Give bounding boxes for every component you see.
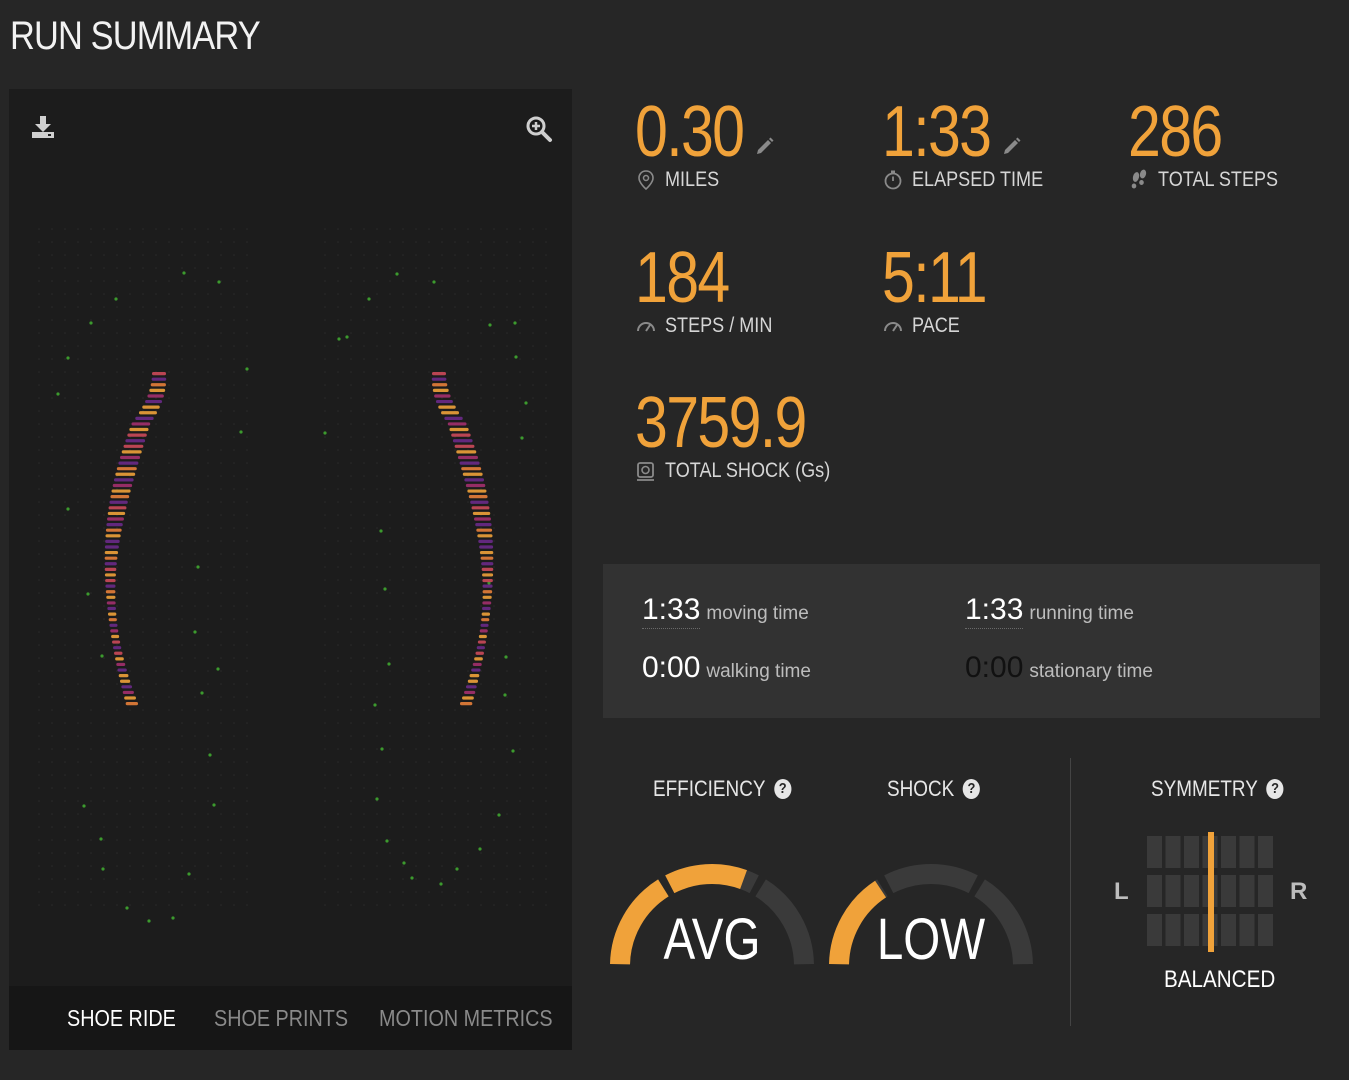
shock-title: SHOCK ? — [887, 776, 981, 802]
symmetry-status: BALANCED — [1164, 966, 1276, 993]
stopwatch-icon — [884, 170, 902, 190]
walking-time-value: 0:00 — [642, 651, 701, 684]
tab-motion-metrics[interactable]: MOTION METRICS — [379, 1004, 553, 1031]
elapsed-time-value: 1:33 — [882, 92, 992, 172]
left-shoe-trail — [104, 372, 167, 706]
moving-time: 1:33 moving time — [642, 593, 809, 629]
symmetry-cell — [1239, 914, 1255, 946]
symmetry-cell — [1221, 875, 1236, 907]
total-steps-label: TOTAL STEPS — [1158, 168, 1279, 191]
tab-shoe-prints[interactable]: SHOE PRINTS — [214, 1004, 349, 1031]
symmetry-cell — [1221, 914, 1236, 946]
edit-time-icon[interactable] — [1000, 136, 1022, 158]
symmetry-cell — [1165, 836, 1181, 868]
shock-gauge-track-1 — [884, 864, 978, 894]
time-breakdown: 1:33 moving time 1:33 running time 0:00 wal… — [603, 564, 1320, 718]
running-time-value: 1:33 — [965, 593, 1024, 629]
cadence-value: 184 — [635, 238, 730, 318]
shoe-ride-visualization — [38, 228, 547, 923]
symmetry-cell — [1184, 836, 1199, 868]
symmetry-cell — [1147, 875, 1162, 907]
symmetry-cell — [1221, 836, 1236, 868]
efficiency-gauge-track-2 — [755, 879, 814, 965]
moving-time-value: 1:33 — [642, 593, 701, 629]
zoom-in-icon[interactable] — [525, 115, 553, 143]
total-steps-value: 286 — [1128, 92, 1223, 172]
elapsed-time-stat: 1:33 ELAPSED TIME — [882, 92, 1043, 191]
total-shock-stat: 3759.9 TOTAL SHOCK (Gs) — [635, 383, 843, 482]
symmetry-cell — [1147, 836, 1162, 868]
stationary-time: 0:00 stationary time — [965, 651, 1153, 686]
efficiency-gauge-fill-0 — [610, 879, 669, 965]
efficiency-title: EFFICIENCY ? — [653, 776, 792, 802]
total-shock-label: TOTAL SHOCK (Gs) — [665, 459, 831, 482]
edit-miles-icon[interactable] — [753, 136, 775, 158]
miles-stat: 0.30 MILES — [635, 92, 767, 191]
symmetry-title: SYMMETRY ? — [1151, 776, 1284, 802]
walking-time: 0:00 walking time — [642, 651, 811, 686]
miles-value: 0.30 — [635, 92, 745, 172]
shock-gauge-fill-0 — [829, 880, 887, 965]
shock-gauge-track-2 — [974, 879, 1033, 965]
stationary-time-label: stationary time — [1029, 661, 1153, 682]
symmetry-cell — [1184, 875, 1199, 907]
total-steps-stat: 286 TOTAL STEPS — [1128, 92, 1278, 191]
efficiency-value: AVG — [663, 907, 761, 972]
elapsed-time-label: ELAPSED TIME — [912, 168, 1044, 191]
symmetry-indicator — [1208, 832, 1214, 952]
map-pin-icon — [638, 170, 654, 191]
right-shoe-trail — [431, 372, 494, 706]
symmetry-right-label: R — [1290, 878, 1308, 905]
speedometer-icon — [637, 322, 655, 332]
shock-gauge — [829, 864, 1033, 965]
running-time-label: running time — [1029, 603, 1134, 624]
symmetry-help-icon[interactable]: ? — [1266, 779, 1284, 799]
shock-icon — [637, 462, 654, 481]
shock-help-icon[interactable]: ? — [962, 779, 981, 799]
shock-value: LOW — [876, 907, 986, 972]
efficiency-gauge-fill-1 — [665, 864, 747, 894]
running-time: 1:33 running time — [965, 593, 1134, 629]
pace-value: 5:11 — [882, 238, 988, 318]
stationary-time-value: 0:00 — [965, 651, 1024, 684]
walking-time-label: walking time — [706, 661, 811, 682]
pace-label: PACE — [912, 314, 960, 337]
viz-outline-dots — [56, 271, 528, 923]
viz-grid — [38, 228, 547, 906]
speedometer-icon — [884, 322, 902, 332]
tab-shoe-ride[interactable]: SHOE RIDE — [67, 1004, 176, 1031]
efficiency-help-icon[interactable]: ? — [774, 779, 792, 799]
symmetry-cell — [1147, 914, 1162, 946]
total-shock-value: 3759.9 — [635, 383, 807, 463]
symmetry-cell — [1239, 836, 1255, 868]
symmetry-meter — [1147, 832, 1273, 952]
symmetry-cell — [1258, 836, 1273, 868]
footprints-icon — [1131, 169, 1147, 189]
pace-stat: 5:11 PACE — [882, 238, 1009, 337]
cadence-stat: 184 STEPS / MIN — [635, 238, 772, 337]
cadence-label: STEPS / MIN — [665, 314, 773, 337]
symmetry-cell — [1184, 914, 1199, 946]
page-title: RUN SUMMARY — [10, 14, 261, 58]
symmetry-cell — [1258, 914, 1273, 946]
symmetry-cell — [1165, 875, 1181, 907]
shoe-ride-panel: SHOE RIDE SHOE PRINTS MOTION METRICS — [9, 89, 572, 1050]
symmetry-cell — [1258, 875, 1273, 907]
symmetry-cell — [1239, 875, 1255, 907]
visualization-tabs: SHOE RIDE SHOE PRINTS MOTION METRICS — [9, 986, 572, 1050]
moving-time-label: moving time — [706, 603, 809, 624]
efficiency-gauge — [610, 864, 814, 965]
gauge-divider — [1070, 758, 1071, 1026]
miles-label: MILES — [665, 168, 720, 191]
download-icon[interactable] — [29, 113, 57, 141]
symmetry-left-label: L — [1114, 878, 1129, 905]
symmetry-cell — [1165, 914, 1181, 946]
